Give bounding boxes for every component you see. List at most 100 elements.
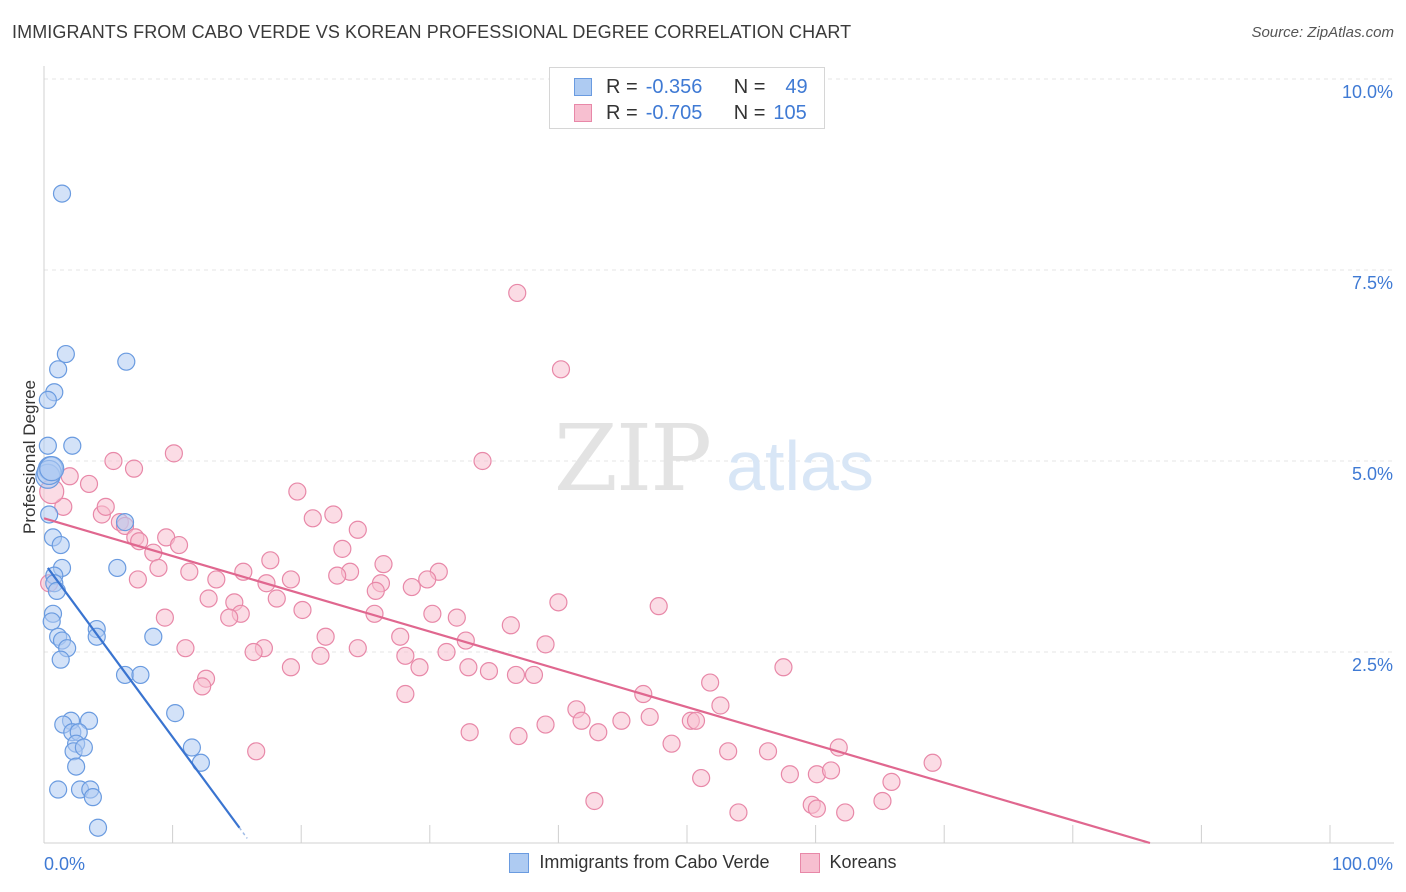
series-swatch-cabo-verde	[509, 852, 530, 873]
point-korean	[758, 742, 778, 761]
point-cabo-verde	[182, 738, 201, 757]
point-korean	[288, 482, 307, 501]
point-korean	[686, 711, 706, 730]
point-korean	[220, 608, 239, 627]
series-label-cabo-verde: Immigrants from Cabo Verde	[539, 852, 770, 872]
point-korean	[692, 768, 711, 788]
point-korean	[402, 577, 421, 597]
axes	[43, 66, 1394, 844]
point-korean	[729, 803, 748, 822]
point-korean	[711, 696, 730, 715]
point-cabo-verde	[79, 711, 99, 730]
point-cabo-verde	[67, 757, 86, 776]
series-swatch-koreans	[799, 852, 820, 873]
legend-row-cabo-verde: R = -0.356 N = 49	[574, 75, 808, 99]
y-tick-label: 5.0%	[1352, 464, 1393, 484]
point-korean	[807, 799, 826, 818]
point-korean	[348, 520, 367, 539]
point-cabo-verde	[38, 436, 57, 455]
point-korean	[719, 742, 738, 761]
legend-n-value: 105	[773, 101, 807, 124]
point-korean	[328, 566, 347, 585]
point-korean	[374, 555, 393, 574]
watermark-atlas: atlas	[726, 427, 874, 505]
point-korean	[589, 723, 608, 742]
legend-row-koreans: R = -0.705 N = 105	[574, 101, 807, 125]
point-korean	[54, 497, 73, 516]
legend-swatch-koreans	[574, 104, 592, 122]
point-cabo-verde	[131, 665, 150, 685]
stats-legend: R = -0.356 N = 49 R = -0.705 N = 105	[549, 67, 825, 129]
point-korean	[418, 570, 437, 589]
point-korean	[193, 677, 212, 696]
point-korean	[423, 604, 442, 623]
point-korean	[333, 539, 352, 558]
point-korean	[836, 803, 855, 822]
point-korean	[410, 658, 429, 677]
point-cabo-verde	[74, 738, 93, 757]
legend-r-value: -0.356	[645, 75, 703, 98]
point-cabo-verde	[166, 704, 185, 723]
point-korean	[149, 558, 168, 578]
point-korean	[501, 616, 520, 635]
trend-line-cabo-verde	[46, 567, 241, 829]
series-legend-cabo-verde[interactable]: Immigrants from Cabo Verde	[509, 852, 770, 873]
point-korean	[536, 635, 555, 654]
legend-r-label: R =	[606, 75, 638, 98]
watermark: ZIP atlas	[554, 405, 874, 512]
legend-r-value: -0.705	[645, 101, 703, 124]
point-korean	[460, 723, 479, 742]
point-cabo-verde	[42, 612, 61, 631]
point-korean	[293, 600, 312, 620]
point-korean	[180, 562, 199, 581]
point-korean	[366, 581, 385, 600]
chart-title: IMMIGRANTS FROM CABO VERDE VS KOREAN PRO…	[12, 22, 852, 42]
point-korean	[509, 726, 528, 746]
trend-lines	[43, 517, 1151, 845]
x-tick-label: 100.0%	[1332, 854, 1393, 874]
point-korean	[572, 711, 591, 730]
point-korean	[176, 639, 195, 658]
point-cabo-verde	[39, 456, 65, 482]
point-korean	[923, 753, 942, 772]
point-korean	[324, 505, 343, 524]
point-korean	[281, 570, 301, 589]
series-legend-koreans[interactable]: Koreans	[799, 852, 897, 873]
source-label: Source: ZipAtlas.com	[1251, 24, 1394, 41]
point-korean	[79, 474, 99, 494]
point-korean	[267, 589, 286, 608]
point-korean	[506, 665, 526, 685]
point-cabo-verde	[47, 581, 66, 600]
point-korean	[169, 535, 189, 555]
y-tick-label: 2.5%	[1352, 655, 1393, 675]
point-cabo-verde	[51, 650, 70, 669]
points-koreans	[39, 283, 942, 822]
point-korean	[612, 711, 631, 730]
point-korean	[701, 673, 720, 692]
point-korean	[104, 451, 123, 471]
point-korean	[396, 684, 415, 704]
point-cabo-verde	[83, 788, 102, 807]
points-cabo-verde	[35, 184, 210, 837]
trend-line-koreans	[43, 517, 1151, 845]
point-korean	[662, 734, 681, 753]
point-cabo-verde	[144, 627, 163, 646]
point-korean	[479, 661, 499, 681]
point-cabo-verde	[115, 513, 135, 532]
legend-n-label: N =	[733, 75, 766, 98]
point-korean	[199, 589, 218, 608]
point-cabo-verde	[38, 390, 57, 409]
point-korean	[882, 772, 901, 791]
point-korean	[303, 509, 322, 528]
legend-swatch-cabo-verde	[574, 78, 592, 96]
point-cabo-verde	[88, 818, 108, 837]
y-tick-label: 7.5%	[1352, 273, 1393, 293]
point-korean	[261, 551, 280, 570]
watermark-zip: ZIP	[554, 405, 710, 512]
series-legend: Immigrants from Cabo Verde Koreans	[0, 852, 1406, 873]
point-cabo-verde	[51, 535, 70, 555]
point-korean	[281, 658, 301, 677]
point-korean	[473, 451, 492, 471]
series-label-koreans: Koreans	[829, 852, 897, 872]
